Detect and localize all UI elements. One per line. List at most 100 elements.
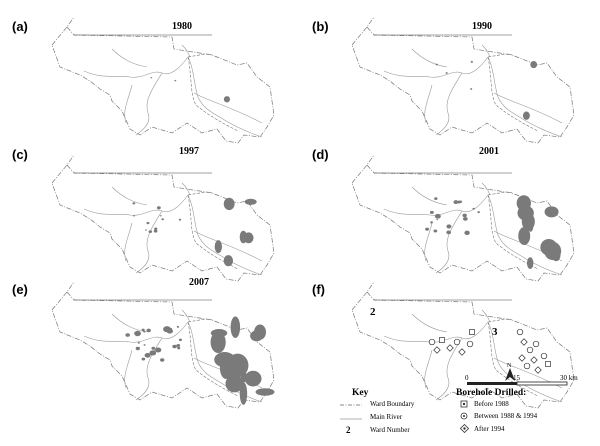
settlement-area	[135, 346, 140, 351]
ward-map	[351, 154, 575, 282]
settlement-area	[464, 230, 470, 235]
borehole-1988-1994	[523, 362, 531, 370]
settlement-area	[250, 330, 263, 342]
river	[481, 309, 491, 323]
settlement-area	[462, 213, 467, 218]
river	[411, 313, 448, 333]
settlement-area	[540, 238, 558, 256]
settlement-area	[210, 331, 226, 354]
settlement-area	[223, 96, 230, 103]
settlement-area	[244, 370, 262, 387]
ward-boundary	[187, 318, 239, 397]
settlement-area	[526, 257, 534, 269]
ward-boundary	[487, 318, 539, 397]
settlement-area	[219, 357, 233, 380]
map-panel-d: (d) 2001	[312, 143, 582, 283]
borehole-after-1994	[458, 348, 466, 356]
circle-icon	[460, 412, 468, 420]
settlement-area	[470, 60, 473, 63]
borehole-1988-1994	[466, 340, 474, 348]
river	[124, 84, 133, 124]
settlement-area	[155, 347, 162, 353]
square-icon	[460, 400, 468, 408]
settlement-area	[141, 357, 146, 361]
river	[181, 309, 191, 323]
key-title: Key	[352, 388, 369, 398]
ward-map	[51, 154, 275, 282]
settlement-area	[223, 255, 234, 267]
settlement-area	[429, 210, 434, 214]
ward-map	[351, 16, 575, 144]
river	[383, 321, 489, 343]
settlement-area	[255, 388, 275, 396]
ward-map	[51, 16, 275, 144]
settlement-area	[134, 330, 141, 337]
settlement-area	[453, 200, 459, 205]
key-main-river: Main River	[370, 413, 403, 421]
settlement-area	[178, 218, 182, 221]
settlement-area	[177, 346, 181, 350]
settlement-area	[166, 328, 173, 334]
borehole-1988-1994	[516, 328, 524, 336]
river	[424, 222, 433, 262]
ward-boundary	[351, 16, 575, 144]
panel-label: (f)	[312, 282, 325, 297]
map-panel-b: (b) 1990	[312, 5, 582, 145]
ward-boundary	[51, 154, 275, 282]
map-key: Key Ward Boundary Main River 2 Ward Numb…	[330, 388, 600, 446]
settlement-area	[176, 344, 181, 347]
ward-number-3: 3	[492, 326, 498, 338]
ward-boundary	[487, 53, 539, 132]
settlement-area	[436, 219, 438, 221]
panel-label: (a)	[12, 19, 28, 34]
borehole-after-1994	[433, 346, 441, 354]
borehole-1988-1994	[526, 346, 534, 354]
river	[83, 321, 189, 343]
borehole-after-1994	[530, 356, 538, 364]
settlement-area	[239, 230, 247, 244]
settlement-area	[517, 205, 534, 221]
settlement-area	[174, 79, 177, 82]
borehole-1988-1994	[532, 340, 540, 348]
settlement-area	[160, 358, 165, 362]
year-label: 1997	[177, 146, 201, 157]
map-panel-e: (e) 2007	[12, 270, 282, 410]
ward-boundary	[351, 154, 575, 282]
borehole-title: Borehole Drilled:	[456, 388, 527, 398]
river	[111, 48, 148, 68]
river	[424, 349, 433, 389]
settlement-area	[143, 344, 146, 346]
ward-boundary	[487, 191, 539, 270]
borehole-after-1994: After 1994	[474, 425, 505, 433]
settlement-area	[176, 325, 180, 328]
river	[187, 56, 263, 138]
river	[124, 349, 133, 389]
settlement-area	[522, 111, 530, 120]
settlement-area	[144, 352, 151, 358]
river	[435, 210, 463, 274]
borehole-after-1994	[518, 354, 526, 362]
river	[124, 222, 133, 262]
main-river-symbol	[340, 418, 362, 420]
settlement-area	[462, 216, 468, 221]
river	[83, 194, 189, 216]
river	[481, 44, 491, 58]
borehole-1988-1994	[540, 352, 548, 360]
river	[111, 186, 148, 206]
settlement-area	[132, 202, 136, 205]
settlement-area	[214, 240, 222, 254]
river	[435, 337, 463, 401]
borehole-1988-1994	[428, 338, 436, 346]
panel-label: (c)	[12, 147, 28, 162]
settlement-area	[230, 316, 241, 338]
north-arrow	[505, 368, 515, 381]
ward-map	[51, 281, 275, 409]
map-panel-c: (c) 1997	[12, 143, 282, 283]
borehole-before-1988	[545, 361, 551, 367]
settlement-area	[477, 211, 480, 214]
river	[435, 72, 463, 136]
borehole-before-1988	[469, 329, 475, 335]
settlement-area	[137, 341, 140, 344]
settlement-area	[225, 374, 244, 393]
